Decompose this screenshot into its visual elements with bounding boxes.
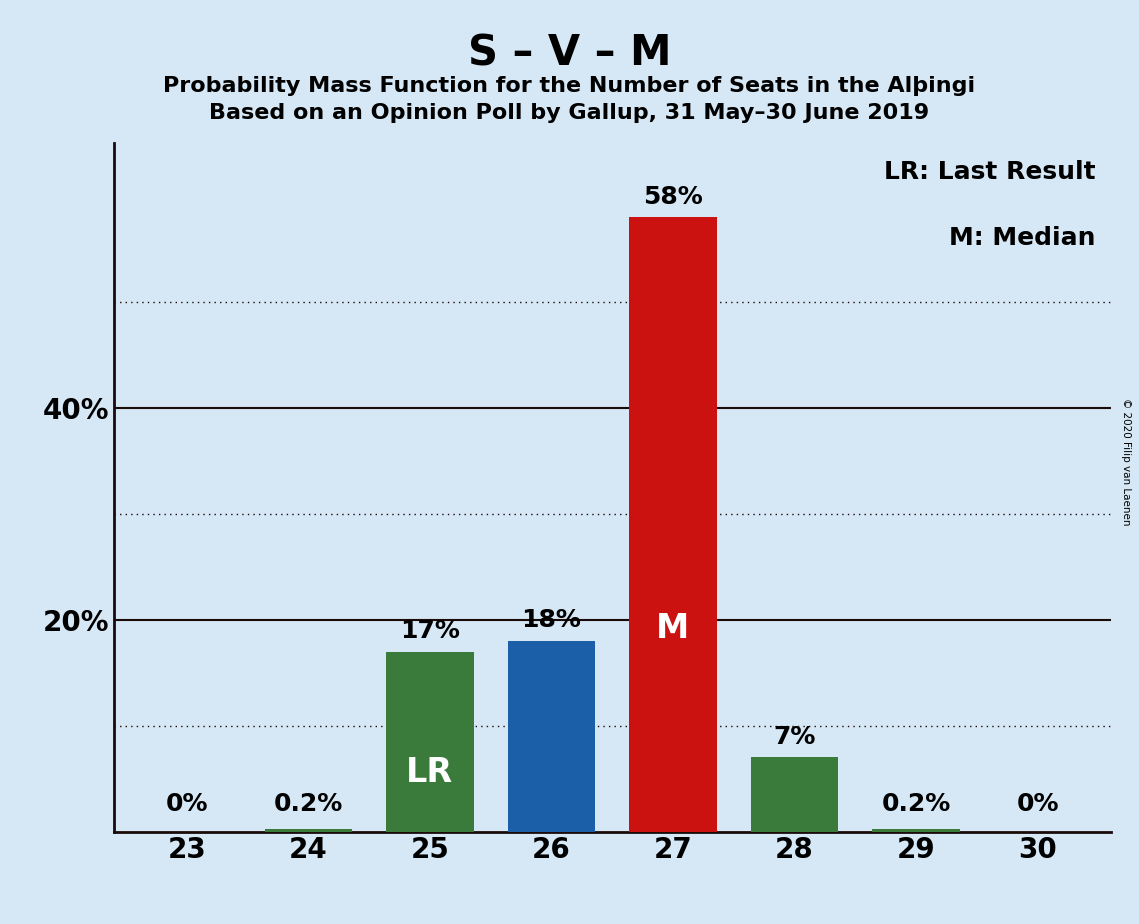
Text: M: Median: M: Median [949,225,1096,249]
Bar [386,651,474,832]
Text: Based on an Opinion Poll by Gallup, 31 May–30 June 2019: Based on an Opinion Poll by Gallup, 31 M… [210,103,929,124]
Text: 7%: 7% [773,725,816,749]
Text: M: M [656,613,689,645]
Text: LR: Last Result: LR: Last Result [884,161,1096,185]
Text: © 2020 Filip van Laenen: © 2020 Filip van Laenen [1121,398,1131,526]
Bar [872,830,960,832]
Bar [751,758,838,832]
Text: LR: LR [407,756,453,789]
Text: Probability Mass Function for the Number of Seats in the Alþingi: Probability Mass Function for the Number… [163,76,976,96]
Text: 0%: 0% [165,792,208,816]
Text: S – V – M: S – V – M [468,32,671,74]
Text: 58%: 58% [644,185,703,209]
Bar [264,830,352,832]
Text: 17%: 17% [400,619,460,643]
Text: 0%: 0% [1016,792,1059,816]
Bar [508,641,596,832]
Bar [629,217,716,832]
Text: 0.2%: 0.2% [882,792,951,816]
Text: 18%: 18% [522,609,581,633]
Text: 0.2%: 0.2% [273,792,343,816]
